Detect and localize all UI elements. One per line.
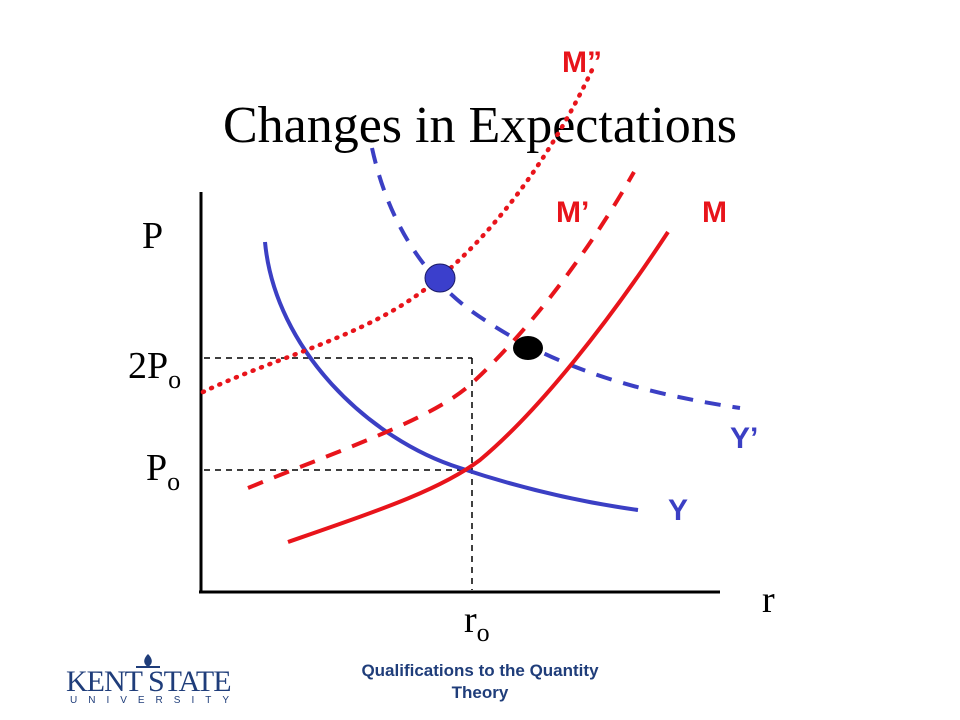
slide-title: Changes in Expectations [222, 97, 738, 154]
curve-label-m-double-prime: M” [562, 46, 602, 79]
curve-m-prime [247, 171, 636, 490]
tick-label-ro-sub: o [477, 618, 490, 647]
tick-label-po-sub: o [167, 467, 180, 496]
curve-y-prime [370, 147, 741, 410]
curve-y [263, 241, 639, 512]
kent-state-logo: KENT STATE UNIVERSITY [66, 654, 236, 707]
tick-label-2po-main: 2P [128, 345, 168, 387]
tick-label-ro-main: r [464, 599, 477, 641]
logo-sub-text: UNIVERSITY [70, 695, 241, 706]
x-axis-label: r [762, 579, 775, 621]
curve-label-y-prime: Y’ [730, 422, 758, 455]
curve-m [287, 230, 670, 544]
footer-line-2: Theory [451, 683, 509, 702]
curve-label-y: Y [668, 494, 688, 527]
tick-label-2po: 2Po [128, 345, 181, 394]
tick-label-ro: ro [464, 599, 490, 647]
logo-main-text: KENT STATE [66, 665, 232, 698]
tick-label-po-main: P [146, 447, 167, 489]
y-axis-label: P [142, 215, 163, 257]
tick-label-po: Po [146, 447, 180, 496]
tick-label-2po-sub: o [168, 365, 181, 394]
curve-label-m-prime: M’ [556, 196, 589, 229]
slide-footer: Qualifications to the Quantity Theory [0, 660, 960, 704]
curve-m-double-prime [200, 67, 595, 395]
curve-label-m: M [702, 196, 727, 229]
footer-line-1: Qualifications to the Quantity [361, 661, 599, 680]
logo-flame-icon [136, 654, 160, 668]
equilibrium-point-blue [424, 263, 456, 293]
equilibrium-point-black [513, 336, 543, 360]
